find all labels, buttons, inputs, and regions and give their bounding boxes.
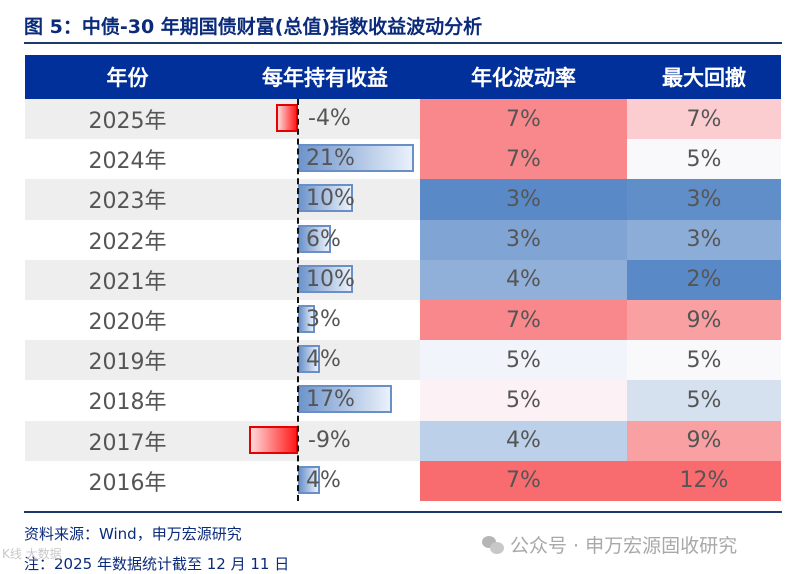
return-cell: -9% (230, 421, 420, 461)
date-note: 注：2025 年数据统计截至 12 月 11 日 (24, 555, 290, 573)
year-cell: 2024年 (88, 149, 167, 175)
header-volatility: 年化波动率 (471, 66, 576, 90)
positive-data-bar (298, 345, 320, 374)
return-cell: 4% (230, 340, 420, 380)
volatility-cell: 4% (420, 420, 627, 461)
return-cell: 10% (230, 179, 420, 219)
year-cell: 2016年 (88, 470, 167, 496)
positive-data-bar (298, 264, 353, 293)
table-header: 年份 每年持有收益 年化波动率 最大回撤 (25, 55, 781, 99)
source-note: 资料来源：Wind，申万宏源研究 (24, 525, 242, 543)
watermark: 公众号 · 申万宏源固收研究 (482, 531, 737, 558)
year-cell: 2022年 (88, 229, 167, 255)
negative-data-bar (248, 425, 298, 454)
return-value: 10% (306, 266, 355, 292)
return-value: 6% (306, 226, 341, 252)
drawdown-cell: 9% (627, 420, 781, 461)
return-value: 4% (306, 467, 341, 493)
volatility-cell: 7% (420, 460, 627, 501)
return-value: 17% (306, 387, 355, 413)
year-cell: 2021年 (88, 269, 167, 295)
drawdown-cell: 5% (627, 340, 781, 381)
zero-axis-line (297, 99, 299, 501)
header-drawdown: 最大回撤 (662, 66, 746, 90)
return-cell: -4% (230, 99, 420, 139)
table-row: 2024年 21% 7% 5% (25, 139, 781, 180)
year-cell: 2019年 (88, 350, 167, 376)
bottom-rule (24, 511, 782, 513)
drawdown-cell: 5% (627, 380, 781, 421)
volatility-cell: 5% (420, 380, 627, 421)
volatility-cell: 4% (420, 259, 627, 300)
volatility-cell: 3% (420, 179, 627, 220)
volatility-cell: 3% (420, 219, 627, 260)
year-cell: 2025年 (88, 109, 167, 135)
drawdown-cell: 2% (627, 259, 781, 300)
drawdown-cell: 7% (627, 99, 781, 140)
positive-data-bar (298, 224, 331, 253)
return-cell: 4% (230, 461, 420, 501)
drawdown-cell: 9% (627, 299, 781, 341)
volatility-cell: 7% (420, 139, 627, 180)
positive-data-bar (298, 184, 353, 213)
return-value: 10% (306, 186, 355, 212)
table-row: 2016年 4% 7% 12% (25, 460, 781, 501)
header-return: 每年持有收益 (262, 66, 388, 90)
positive-data-bar (298, 465, 320, 494)
return-value: 3% (306, 306, 341, 332)
return-value: 4% (306, 347, 341, 373)
table-body: 2025年 -4% 7% 7% 2024年 21% 7% 5% 2023年 10% 3% 3% 2022… (25, 99, 781, 501)
year-cell: 2018年 (88, 390, 167, 416)
volatility-cell: 5% (420, 340, 627, 381)
year-cell: 2020年 (88, 310, 167, 336)
table-row: 2025年 -4% 7% 7% (25, 99, 781, 140)
positive-data-bar (298, 385, 392, 414)
return-value: -9% (308, 427, 351, 453)
return-cell: 21% (230, 139, 420, 179)
table-row: 2023年 10% 3% 3% (25, 179, 781, 220)
header-year: 年份 (106, 66, 149, 90)
data-table: 年份 每年持有收益 年化波动率 最大回撤 2025年 -4% 7% 7% 2024年 21… (25, 55, 781, 501)
return-cell: 10% (230, 260, 420, 300)
return-value: -4% (308, 106, 351, 131)
watermark-text: 公众号 · 申万宏源固收研究 (510, 535, 738, 557)
drawdown-cell: 3% (627, 179, 781, 220)
table-row: 2020年 3% 7% 9% (25, 299, 781, 341)
return-cell: 17% (230, 380, 420, 420)
positive-data-bar (298, 144, 414, 173)
table-row: 2019年 4% 5% 5% (25, 340, 781, 381)
table-row: 2022年 6% 3% 3% (25, 219, 781, 260)
wechat-icon (482, 535, 504, 554)
return-cell: 6% (230, 220, 420, 260)
volatility-cell: 7% (420, 99, 627, 140)
drawdown-cell: 5% (627, 139, 781, 180)
year-cell: 2017年 (88, 430, 167, 456)
table-row: 2017年 -9% 4% 9% (25, 420, 781, 461)
drawdown-cell: 12% (627, 460, 781, 501)
watermark-2: K线 大数据 (2, 547, 62, 561)
drawdown-cell: 3% (627, 219, 781, 260)
return-cell: 3% (230, 300, 420, 340)
table-row: 2018年 17% 5% 5% (25, 380, 781, 421)
title-rule (24, 42, 782, 44)
return-value: 21% (306, 146, 355, 172)
volatility-cell: 7% (420, 299, 627, 341)
table-row: 2021年 10% 4% 2% (25, 259, 781, 300)
negative-data-bar (276, 104, 298, 132)
year-cell: 2023年 (88, 189, 167, 215)
figure-title: 图 5：中债-30 年期国债财富(总值)指数收益波动分析 (24, 16, 483, 38)
